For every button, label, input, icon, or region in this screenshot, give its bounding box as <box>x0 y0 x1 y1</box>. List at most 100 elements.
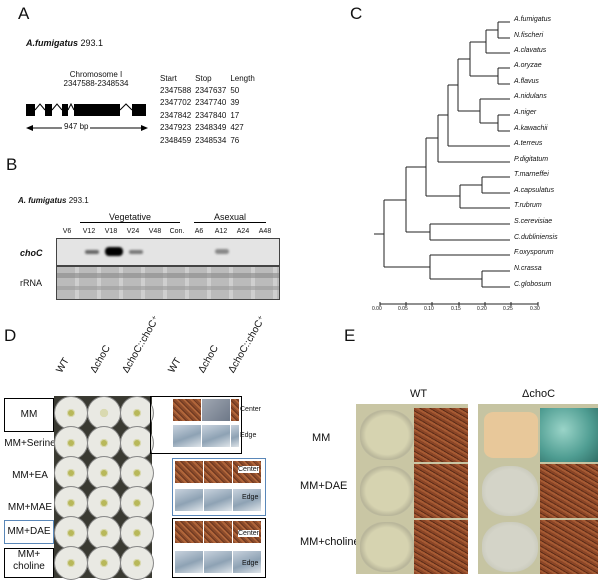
colony-choc-choline <box>482 522 538 572</box>
lane-label: V18 <box>104 228 118 235</box>
arrowhead-left <box>26 125 33 131</box>
table-row: 2348459 2348534 76 <box>160 135 240 145</box>
plate-choc-ea <box>87 456 121 490</box>
exon-table: Start Stop Length 2347588 2347637 50 23477… <box>160 72 259 147</box>
taxon-label: A.flavus <box>514 78 539 85</box>
rrna-band-upper <box>57 273 279 278</box>
micro-label-center: Center <box>238 530 260 537</box>
micro-box-mm <box>150 396 242 454</box>
tree-branches <box>374 21 510 288</box>
taxon-label: A.nidulans <box>514 93 547 100</box>
lane-label: A48 <box>258 228 272 235</box>
plate-comp-serine <box>120 426 154 460</box>
micro-label-center: Center <box>240 406 262 413</box>
band-v24 <box>129 250 143 254</box>
plate-comp-mae <box>120 486 154 520</box>
condition-label-serine: MM+Serine <box>4 438 56 449</box>
band-a12 <box>215 249 229 254</box>
taxon-label: T.marneffei <box>514 171 549 178</box>
lane-label: V24 <box>126 228 140 235</box>
spore-choc-choline <box>540 520 598 574</box>
intron-1 <box>34 103 46 111</box>
table-header: Length <box>230 73 255 83</box>
spore-wt-mm <box>414 408 468 462</box>
taxon-label: A.oryzae <box>514 62 542 69</box>
scale-tick-label: 0.25 <box>503 306 513 312</box>
rrna-row-label: rRNA <box>20 278 42 288</box>
exon-4 <box>74 104 120 116</box>
plate-comp-ea <box>120 456 154 490</box>
lane-label: V12 <box>82 228 96 235</box>
plate-wt-mm <box>54 396 88 430</box>
lane-label: V6 <box>62 228 72 235</box>
micro-box-choline <box>172 518 266 578</box>
plate-grid <box>54 396 154 580</box>
length-label: 947 bp <box>62 122 91 131</box>
rrna-band-lower <box>57 286 279 290</box>
taxon-label: P.digitatum <box>514 156 549 163</box>
table-header: Start <box>160 73 177 83</box>
exon-5 <box>132 104 146 116</box>
colony-choc-mm <box>484 412 538 458</box>
micro-col-header-wt: WT <box>166 356 184 375</box>
gene-structure-diagram <box>26 102 148 131</box>
condition-label-mm: MM <box>4 398 54 432</box>
spore-wt-choline <box>414 520 468 574</box>
chromosome-label: Chromosome I 2347588-2348534 <box>63 70 129 88</box>
panel-a-organism: A.fumigatus 293.1 <box>26 38 104 48</box>
plate-choc-mae <box>87 486 121 520</box>
phylogenetic-tree <box>374 21 539 306</box>
taxon-label: A.terreus <box>514 140 543 147</box>
intron-4 <box>119 103 133 111</box>
plate-wt-serine <box>54 426 88 460</box>
micro-label-edge: Edge <box>242 494 259 501</box>
table-row: 2347702 2347740 39 <box>160 98 240 108</box>
panel-d-label: D <box>4 326 17 345</box>
taxon-label: A.kawachii <box>514 125 548 132</box>
plate-choc-mm <box>87 396 121 430</box>
plate-wt-dae <box>54 516 88 550</box>
table-header-row: Start Stop Length <box>160 72 259 84</box>
lane-label: A12 <box>214 228 228 235</box>
e-condition-choline: MM+choline <box>300 536 360 548</box>
taxon-label: S.cerevisiae <box>514 218 553 225</box>
choc-blot <box>56 238 280 266</box>
lane-label: Con. <box>169 228 185 235</box>
scale-tick-label: 0.10 <box>424 306 434 312</box>
taxon-label: A.niger <box>514 109 537 116</box>
panel-b-organism: A. fumigatus 293.1 <box>18 196 89 205</box>
e-wt-images <box>356 404 468 574</box>
micro-label-edge: Edge <box>242 560 259 567</box>
condition-label-mae: MM+MAE <box>7 502 53 513</box>
micro-col-header-complement: ΔchoC::choC⁺ <box>226 313 269 375</box>
plate-comp-mm <box>120 396 154 430</box>
plate-comp-dae <box>120 516 154 550</box>
choc-row-label: choC <box>20 248 43 258</box>
band-v18 <box>105 247 123 256</box>
colony-wt-mm <box>360 410 414 460</box>
scale-tick-label: 0.00 <box>372 306 382 312</box>
e-col-header-choc: ΔchoC <box>522 388 556 400</box>
micro-label-center: Center <box>238 466 260 473</box>
asexual-group: Asexual <box>194 212 266 223</box>
taxon-label: F.oxysporum <box>514 249 554 256</box>
taxon-label: T.rubrum <box>514 202 542 209</box>
intron-2 <box>51 103 63 111</box>
colony-wt-choline <box>360 522 414 572</box>
taxon-label: A.fumigatus <box>514 16 551 23</box>
taxon-label: N.fischeri <box>514 32 544 39</box>
e-col-header-wt: WT <box>410 388 428 400</box>
panel-c-label: C <box>350 4 363 23</box>
plate-choc-dae <box>87 516 121 550</box>
plate-wt-choline <box>54 546 88 580</box>
taxon-label: A.clavatus <box>514 47 547 54</box>
plate-choc-serine <box>87 426 121 460</box>
rrna-blot <box>56 266 280 300</box>
spore-choc-dae <box>540 464 598 518</box>
condition-label-dae: MM+DAE <box>4 520 54 544</box>
e-condition-dae: MM+DAE <box>300 480 348 492</box>
col-header-choc: ΔchoC <box>88 343 114 375</box>
vegetative-group: Vegetative <box>80 212 180 223</box>
table-row: 2347923 2348349 427 <box>160 123 244 133</box>
lane-label: A6 <box>194 228 204 235</box>
